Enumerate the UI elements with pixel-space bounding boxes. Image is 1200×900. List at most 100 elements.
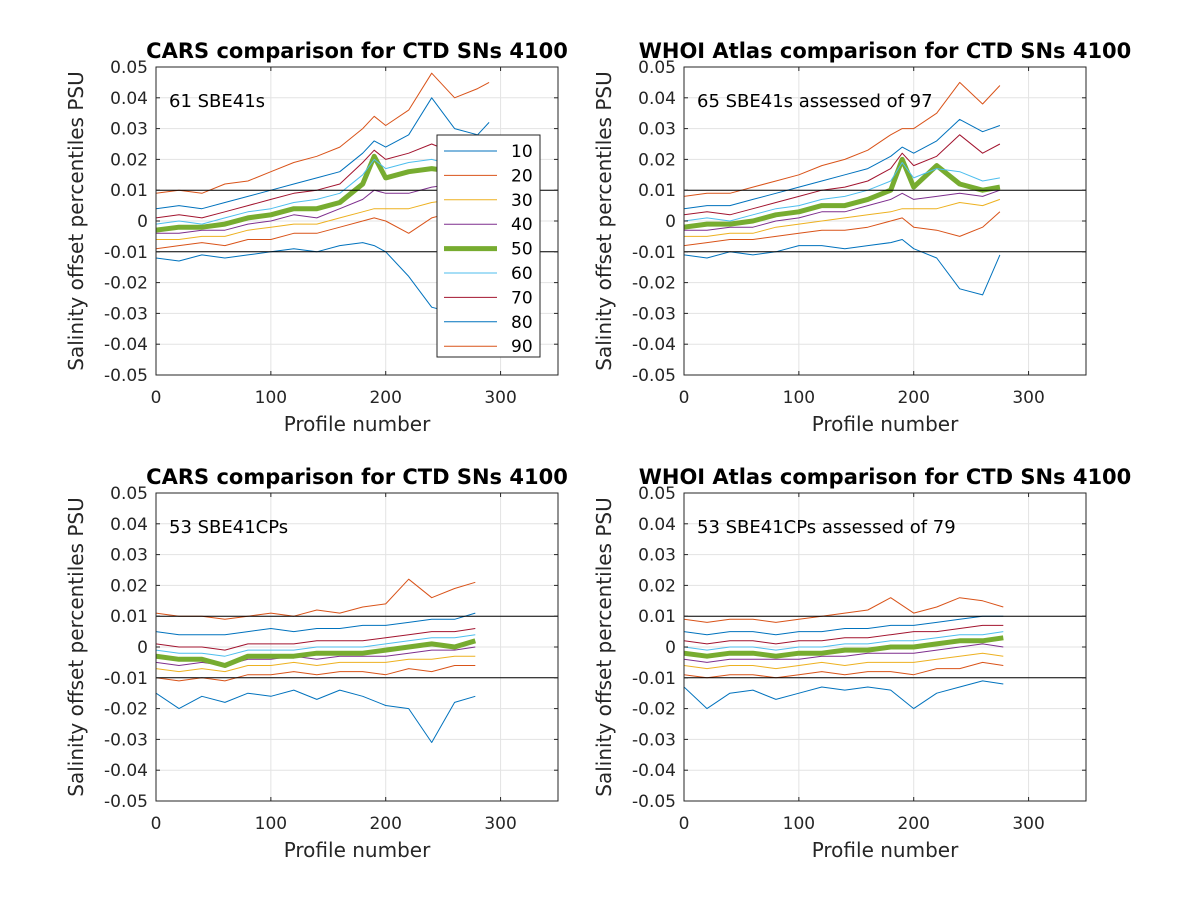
- y-tick-label: 0.05: [638, 58, 676, 78]
- series-line-90: [156, 578, 476, 620]
- y-tick-label: 0: [137, 638, 148, 658]
- y-tick-label: 0.01: [110, 607, 148, 627]
- y-tick-label: -0.01: [104, 243, 148, 263]
- series-group: [684, 597, 1004, 710]
- chart-panel-1: 0 100 200 300 -0.05 -0.04 -0.03 -0.02 -0.01 0 0.01…: [64, 39, 568, 436]
- x-tick-label: 100: [255, 388, 287, 408]
- series-line-30: [684, 198, 1001, 237]
- y-tick-label: -0.02: [104, 274, 148, 294]
- series-line-30: [684, 652, 1004, 670]
- y-tick-label: 0.02: [638, 150, 676, 170]
- y-tick-label: 0.02: [110, 576, 148, 596]
- legend-label-50: 50: [511, 240, 533, 260]
- x-axis-label: Profile number: [812, 838, 959, 862]
- x-axis-label: Profile number: [812, 412, 959, 436]
- chart-title: WHOI Atlas comparison for CTD SNs 4100: [639, 39, 1132, 63]
- series-line-50: [156, 638, 477, 668]
- y-tick-label: -0.02: [632, 700, 676, 720]
- legend-box: [436, 134, 541, 358]
- series-line-70: [684, 134, 1001, 216]
- x-tick-label: 300: [484, 388, 516, 408]
- series-line-60: [684, 631, 1004, 651]
- series-line-90: [684, 597, 1004, 623]
- y-tick-label: 0.05: [110, 484, 148, 504]
- y-tick-label: 0.04: [638, 515, 676, 535]
- chart-title: CARS comparison for CTD SNs 4100: [146, 39, 568, 63]
- x-tick-label: 200: [897, 814, 929, 834]
- chart-title: WHOI Atlas comparison for CTD SNs 4100: [639, 465, 1132, 489]
- legend-label-30: 30: [511, 191, 533, 211]
- series-line-20: [156, 665, 476, 682]
- y-tick-label: 0.03: [110, 120, 148, 140]
- x-tick-label: 0: [151, 814, 162, 834]
- series-line-80: [156, 612, 476, 636]
- y-tick-label: -0.03: [104, 304, 148, 324]
- y-tick-label: 0.04: [110, 515, 148, 535]
- y-tick-label: -0.04: [632, 335, 676, 355]
- series-line-90: [156, 72, 490, 194]
- y-tick-label: 0: [665, 212, 676, 232]
- x-tick-label: 200: [369, 814, 401, 834]
- y-tick-label: -0.04: [104, 335, 148, 355]
- series-line-50: [684, 156, 1001, 230]
- y-tick-label: -0.03: [632, 304, 676, 324]
- legend: 10 20 30 40 50 60 70 80 90: [436, 134, 541, 358]
- y-tick-label: 0.04: [638, 89, 676, 109]
- series-line-10: [684, 239, 1001, 296]
- y-tick-label: -0.03: [104, 730, 148, 750]
- legend-label-90: 90: [511, 337, 533, 357]
- x-tick-label: 0: [151, 388, 162, 408]
- sensor-count-annotation: 65 SBE41s assessed of 97: [697, 91, 933, 112]
- x-tick-label: 300: [1012, 814, 1044, 834]
- x-tick-label: 0: [679, 388, 690, 408]
- y-tick-label: 0.02: [110, 150, 148, 170]
- x-tick-label: 100: [255, 814, 287, 834]
- series-line-30: [156, 655, 476, 673]
- series-line-80: [684, 118, 1001, 210]
- series-line-20: [684, 211, 1001, 247]
- sensor-count-annotation: 53 SBE41CPs: [169, 517, 288, 538]
- x-tick-label: 200: [369, 388, 401, 408]
- x-tick-label: 200: [897, 388, 929, 408]
- series-group: [684, 81, 1001, 296]
- y-tick-label: 0.01: [638, 181, 676, 201]
- x-tick-label: 0: [679, 814, 690, 834]
- y-tick-label: -0.01: [632, 669, 676, 689]
- y-axis-label: Salinity offset percentiles PSU: [64, 497, 88, 796]
- x-tick-label: 100: [783, 388, 815, 408]
- x-axis-label: Profile number: [284, 838, 431, 862]
- y-tick-label: 0.03: [110, 546, 148, 566]
- y-tick-label: -0.02: [632, 274, 676, 294]
- series-line-80: [684, 615, 1004, 636]
- series-line-70: [684, 624, 1004, 645]
- y-tick-label: -0.05: [104, 366, 148, 386]
- y-tick-label: -0.04: [104, 761, 148, 781]
- series-line-70: [156, 628, 476, 651]
- x-tick-label: 100: [783, 814, 815, 834]
- legend-label-10: 10: [511, 142, 533, 162]
- chart-panel-4: 0 100 200 300 -0.05 -0.04 -0.03 -0.02 -0.01 0 0.01…: [592, 465, 1131, 862]
- sensor-count-annotation: 61 SBE41s: [169, 91, 265, 112]
- x-tick-label: 300: [484, 814, 516, 834]
- series-group: [156, 578, 477, 743]
- y-tick-label: -0.04: [632, 761, 676, 781]
- y-tick-label: 0.01: [638, 607, 676, 627]
- y-tick-label: 0.02: [638, 576, 676, 596]
- x-axis-label: Profile number: [284, 412, 431, 436]
- chart-panel-3: 0 100 200 300 -0.05 -0.04 -0.03 -0.02 -0.01 0 0.01…: [64, 465, 568, 862]
- series-line-80: [156, 97, 490, 210]
- y-tick-label: 0.05: [638, 484, 676, 504]
- y-tick-label: 0: [137, 212, 148, 232]
- series-line-20: [684, 661, 1004, 679]
- y-tick-label: -0.01: [104, 669, 148, 689]
- series-line-40: [684, 189, 1001, 231]
- y-tick-label: 0: [665, 638, 676, 658]
- y-tick-label: 0.03: [638, 120, 676, 140]
- chart-title: CARS comparison for CTD SNs 4100: [146, 465, 568, 489]
- y-tick-label: 0.03: [638, 546, 676, 566]
- y-axis-label: Salinity offset percentiles PSU: [64, 71, 88, 370]
- y-tick-label: -0.02: [104, 700, 148, 720]
- legend-label-80: 80: [511, 313, 533, 333]
- y-tick-label: -0.05: [632, 366, 676, 386]
